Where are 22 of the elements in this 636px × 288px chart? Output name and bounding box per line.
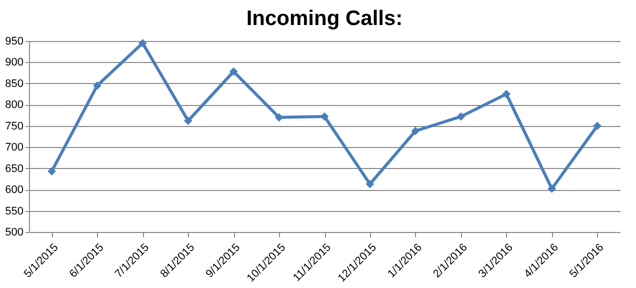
point <box>411 126 420 136</box>
point <box>366 180 374 188</box>
y-tick-label: 650 <box>5 162 24 175</box>
point <box>138 38 147 48</box>
y-tick-label: 700 <box>5 142 24 154</box>
y-tick-label: 600 <box>5 184 24 196</box>
y-tick-label: 500 <box>5 226 24 238</box>
point <box>48 167 56 176</box>
y-tick-label: 750 <box>5 120 24 132</box>
point <box>184 116 192 125</box>
point <box>229 67 238 76</box>
point <box>502 90 511 98</box>
y-tick-label: 850 <box>5 78 24 90</box>
y-tick-label: 900 <box>5 56 24 69</box>
y-tick-label: 800 <box>5 99 24 112</box>
y-tick-label: 950 <box>5 36 24 48</box>
point <box>548 184 556 193</box>
y-tick-label: 550 <box>5 205 24 218</box>
point <box>593 122 602 130</box>
chart-title: Incoming Calls: <box>246 7 403 30</box>
point <box>456 112 466 121</box>
point <box>93 81 102 90</box>
